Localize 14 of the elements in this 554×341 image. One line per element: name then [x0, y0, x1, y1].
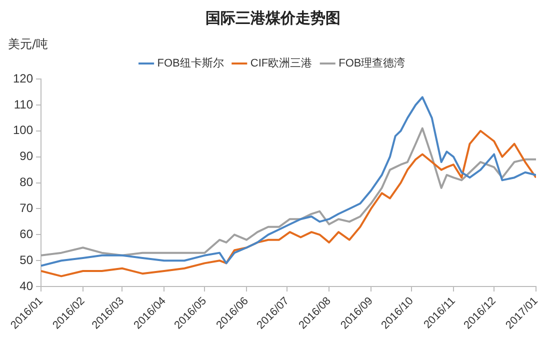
- y-tick-label: 80: [20, 175, 34, 190]
- chart-title: 国际三港煤价走势图: [206, 8, 340, 27]
- y-axis-title: 美元/吨: [8, 36, 48, 53]
- y-tick-label: 120: [12, 71, 34, 86]
- y-tick-label: 110: [14, 97, 34, 112]
- y-tick-label: 40: [20, 278, 34, 293]
- y-tick-label: 70: [20, 201, 34, 216]
- y-tick-label: 60: [20, 226, 34, 241]
- y-tick-label: 100: [12, 123, 34, 138]
- y-tick-label: 50: [20, 252, 34, 267]
- y-tick-label: 90: [20, 149, 34, 164]
- legend-label: FOB纽卡斯尔: [157, 56, 224, 70]
- legend-label: CIF欧洲三港: [250, 56, 312, 70]
- legend-label: FOB理查德湾: [338, 56, 406, 70]
